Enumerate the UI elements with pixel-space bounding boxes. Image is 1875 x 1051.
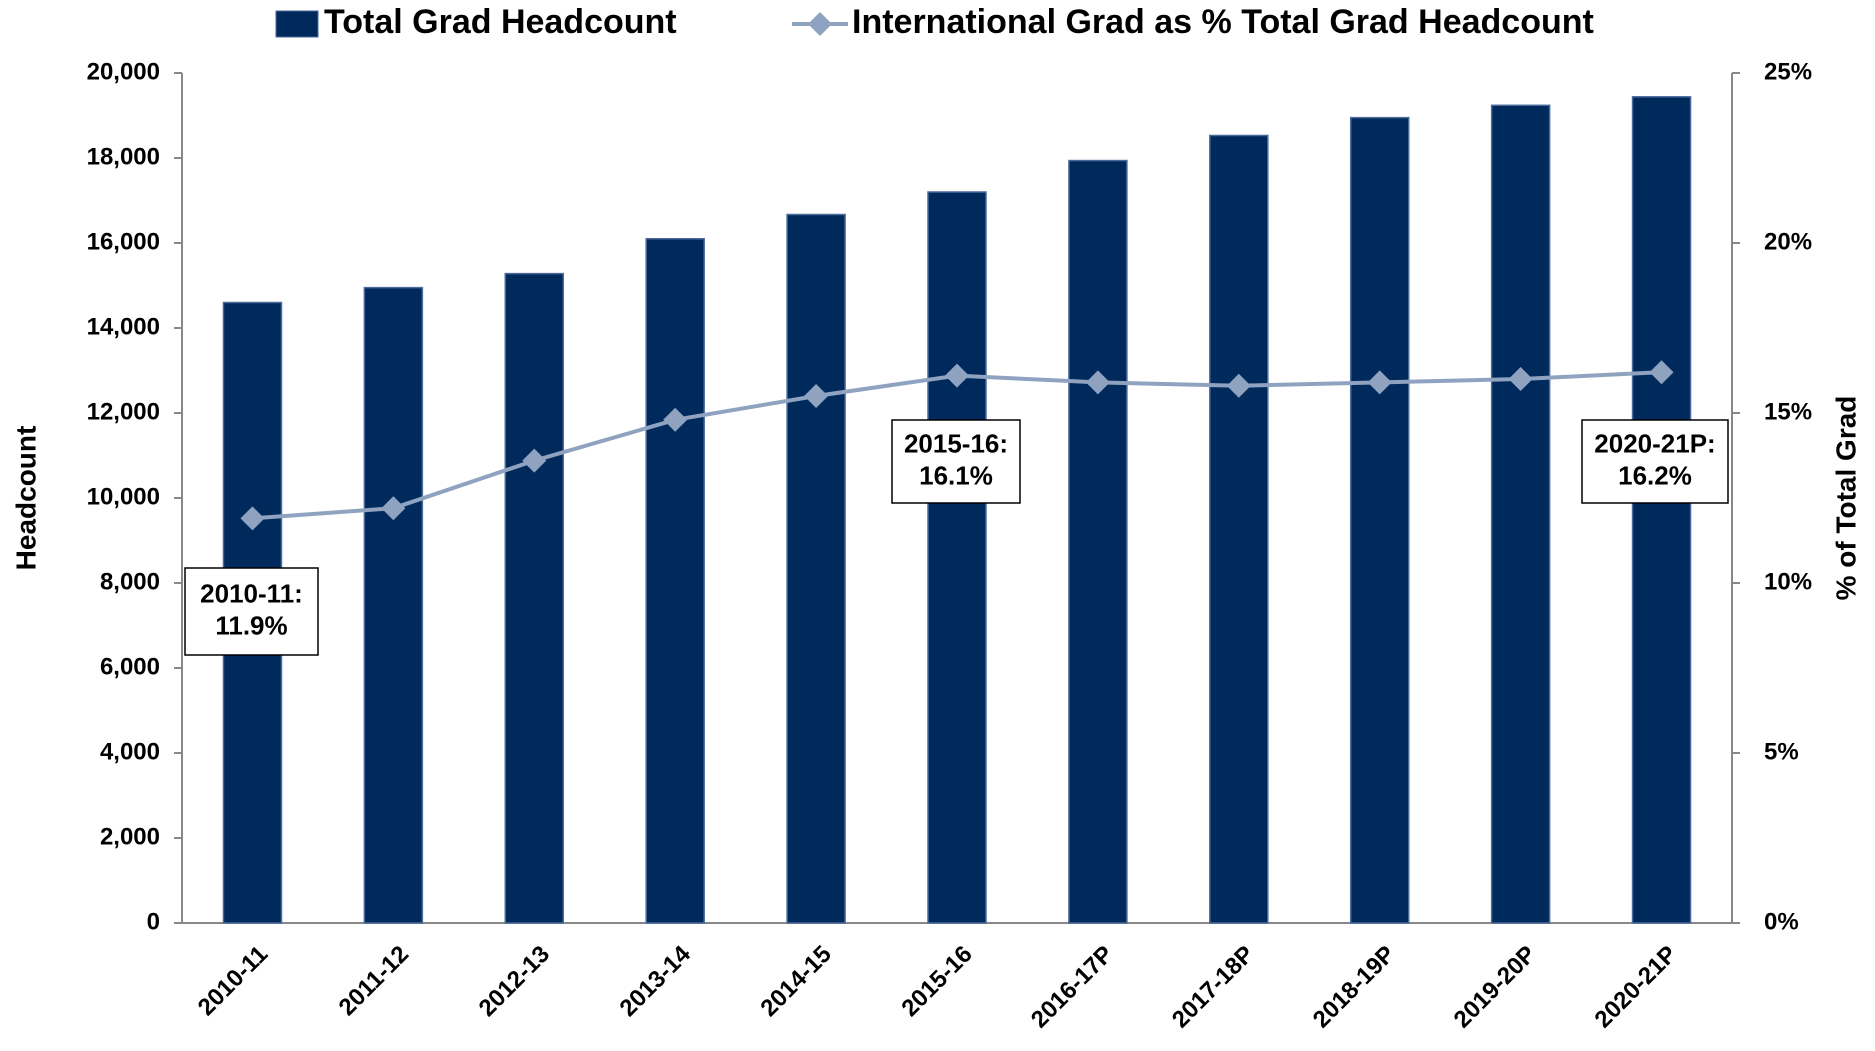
- bar: [363, 286, 424, 924]
- line-marker: [1508, 367, 1533, 391]
- line-marker: [522, 448, 547, 473]
- bar: [927, 191, 987, 924]
- y-tick-label: 0: [147, 908, 160, 935]
- y-tick-label: 14,000: [87, 313, 160, 340]
- annotation-text: 16.1%: [919, 460, 993, 490]
- legend-swatch: [275, 10, 319, 38]
- annotation-box: [1581, 419, 1729, 504]
- annotation-text: 16.2%: [1618, 460, 1692, 490]
- line-marker: [804, 384, 829, 408]
- legend-label: International Grad as % Total Grad Headc…: [852, 3, 1594, 41]
- line-marker: [1085, 370, 1110, 395]
- annotation-text: 2020-21P:: [1594, 428, 1715, 458]
- y-tick-label: 4,000: [100, 738, 160, 765]
- line-marker: [1226, 373, 1251, 398]
- y2-tick-label: 15%: [1764, 398, 1812, 425]
- line-marker: [240, 506, 265, 531]
- y-tick-label: 20,000: [87, 58, 160, 85]
- y2-axis-title: % of Total Grad: [1830, 396, 1861, 601]
- x-tick-label: 2016-17P: [1026, 941, 1119, 1034]
- y-tick-label: 12,000: [87, 398, 160, 425]
- legend-label: Total Grad Headcount: [324, 3, 677, 41]
- bar: [645, 238, 705, 924]
- y-tick-label: 18,000: [87, 143, 160, 170]
- x-tick-label: 2013-14: [615, 940, 697, 1022]
- y2-tick-label: 25%: [1764, 58, 1812, 85]
- annotation-box: [891, 419, 1021, 504]
- y-tick-label: 6,000: [100, 653, 160, 680]
- x-tick-label: 2012-13: [474, 941, 555, 1022]
- y-tick-label: 2,000: [100, 823, 160, 850]
- x-tick-label: 2010-11: [193, 941, 273, 1021]
- y-tick-label: 16,000: [87, 228, 160, 255]
- y-tick-label: 8,000: [100, 568, 160, 595]
- legend-marker: [808, 12, 832, 36]
- x-tick-label: 2017-18P: [1167, 941, 1260, 1034]
- line-marker: [945, 363, 969, 388]
- x-tick-label: 2018-19P: [1308, 941, 1401, 1034]
- x-tick-label: 2019-20P: [1449, 941, 1542, 1034]
- y-axis-title: Headcount: [10, 426, 41, 571]
- y2-tick-label: 10%: [1764, 568, 1812, 595]
- line-marker: [663, 407, 688, 432]
- bar: [1349, 116, 1410, 924]
- y2-tick-label: 0%: [1764, 908, 1799, 935]
- line-marker: [1367, 370, 1392, 395]
- bar: [504, 272, 565, 924]
- annotation-box: [184, 567, 319, 656]
- x-tick-label: 2015-16: [896, 941, 977, 1022]
- bar: [1068, 159, 1128, 924]
- bar: [1490, 104, 1551, 924]
- bar: [1631, 96, 1692, 924]
- x-tick-label: 2011-12: [334, 941, 414, 1021]
- annotation-text: 2010-11:: [200, 578, 303, 608]
- line-marker: [381, 496, 406, 521]
- annotation-text: 11.9%: [215, 610, 287, 640]
- y-tick-label: 10,000: [87, 483, 160, 510]
- y2-tick-label: 5%: [1764, 738, 1799, 765]
- x-tick-label: 2020-21P: [1590, 941, 1683, 1034]
- bar: [1209, 134, 1269, 924]
- bar: [786, 213, 846, 924]
- x-tick-label: 2014-15: [755, 941, 836, 1022]
- y2-tick-label: 20%: [1764, 228, 1812, 255]
- annotation-text: 2015-16:: [904, 428, 1008, 458]
- line-marker: [1649, 360, 1674, 385]
